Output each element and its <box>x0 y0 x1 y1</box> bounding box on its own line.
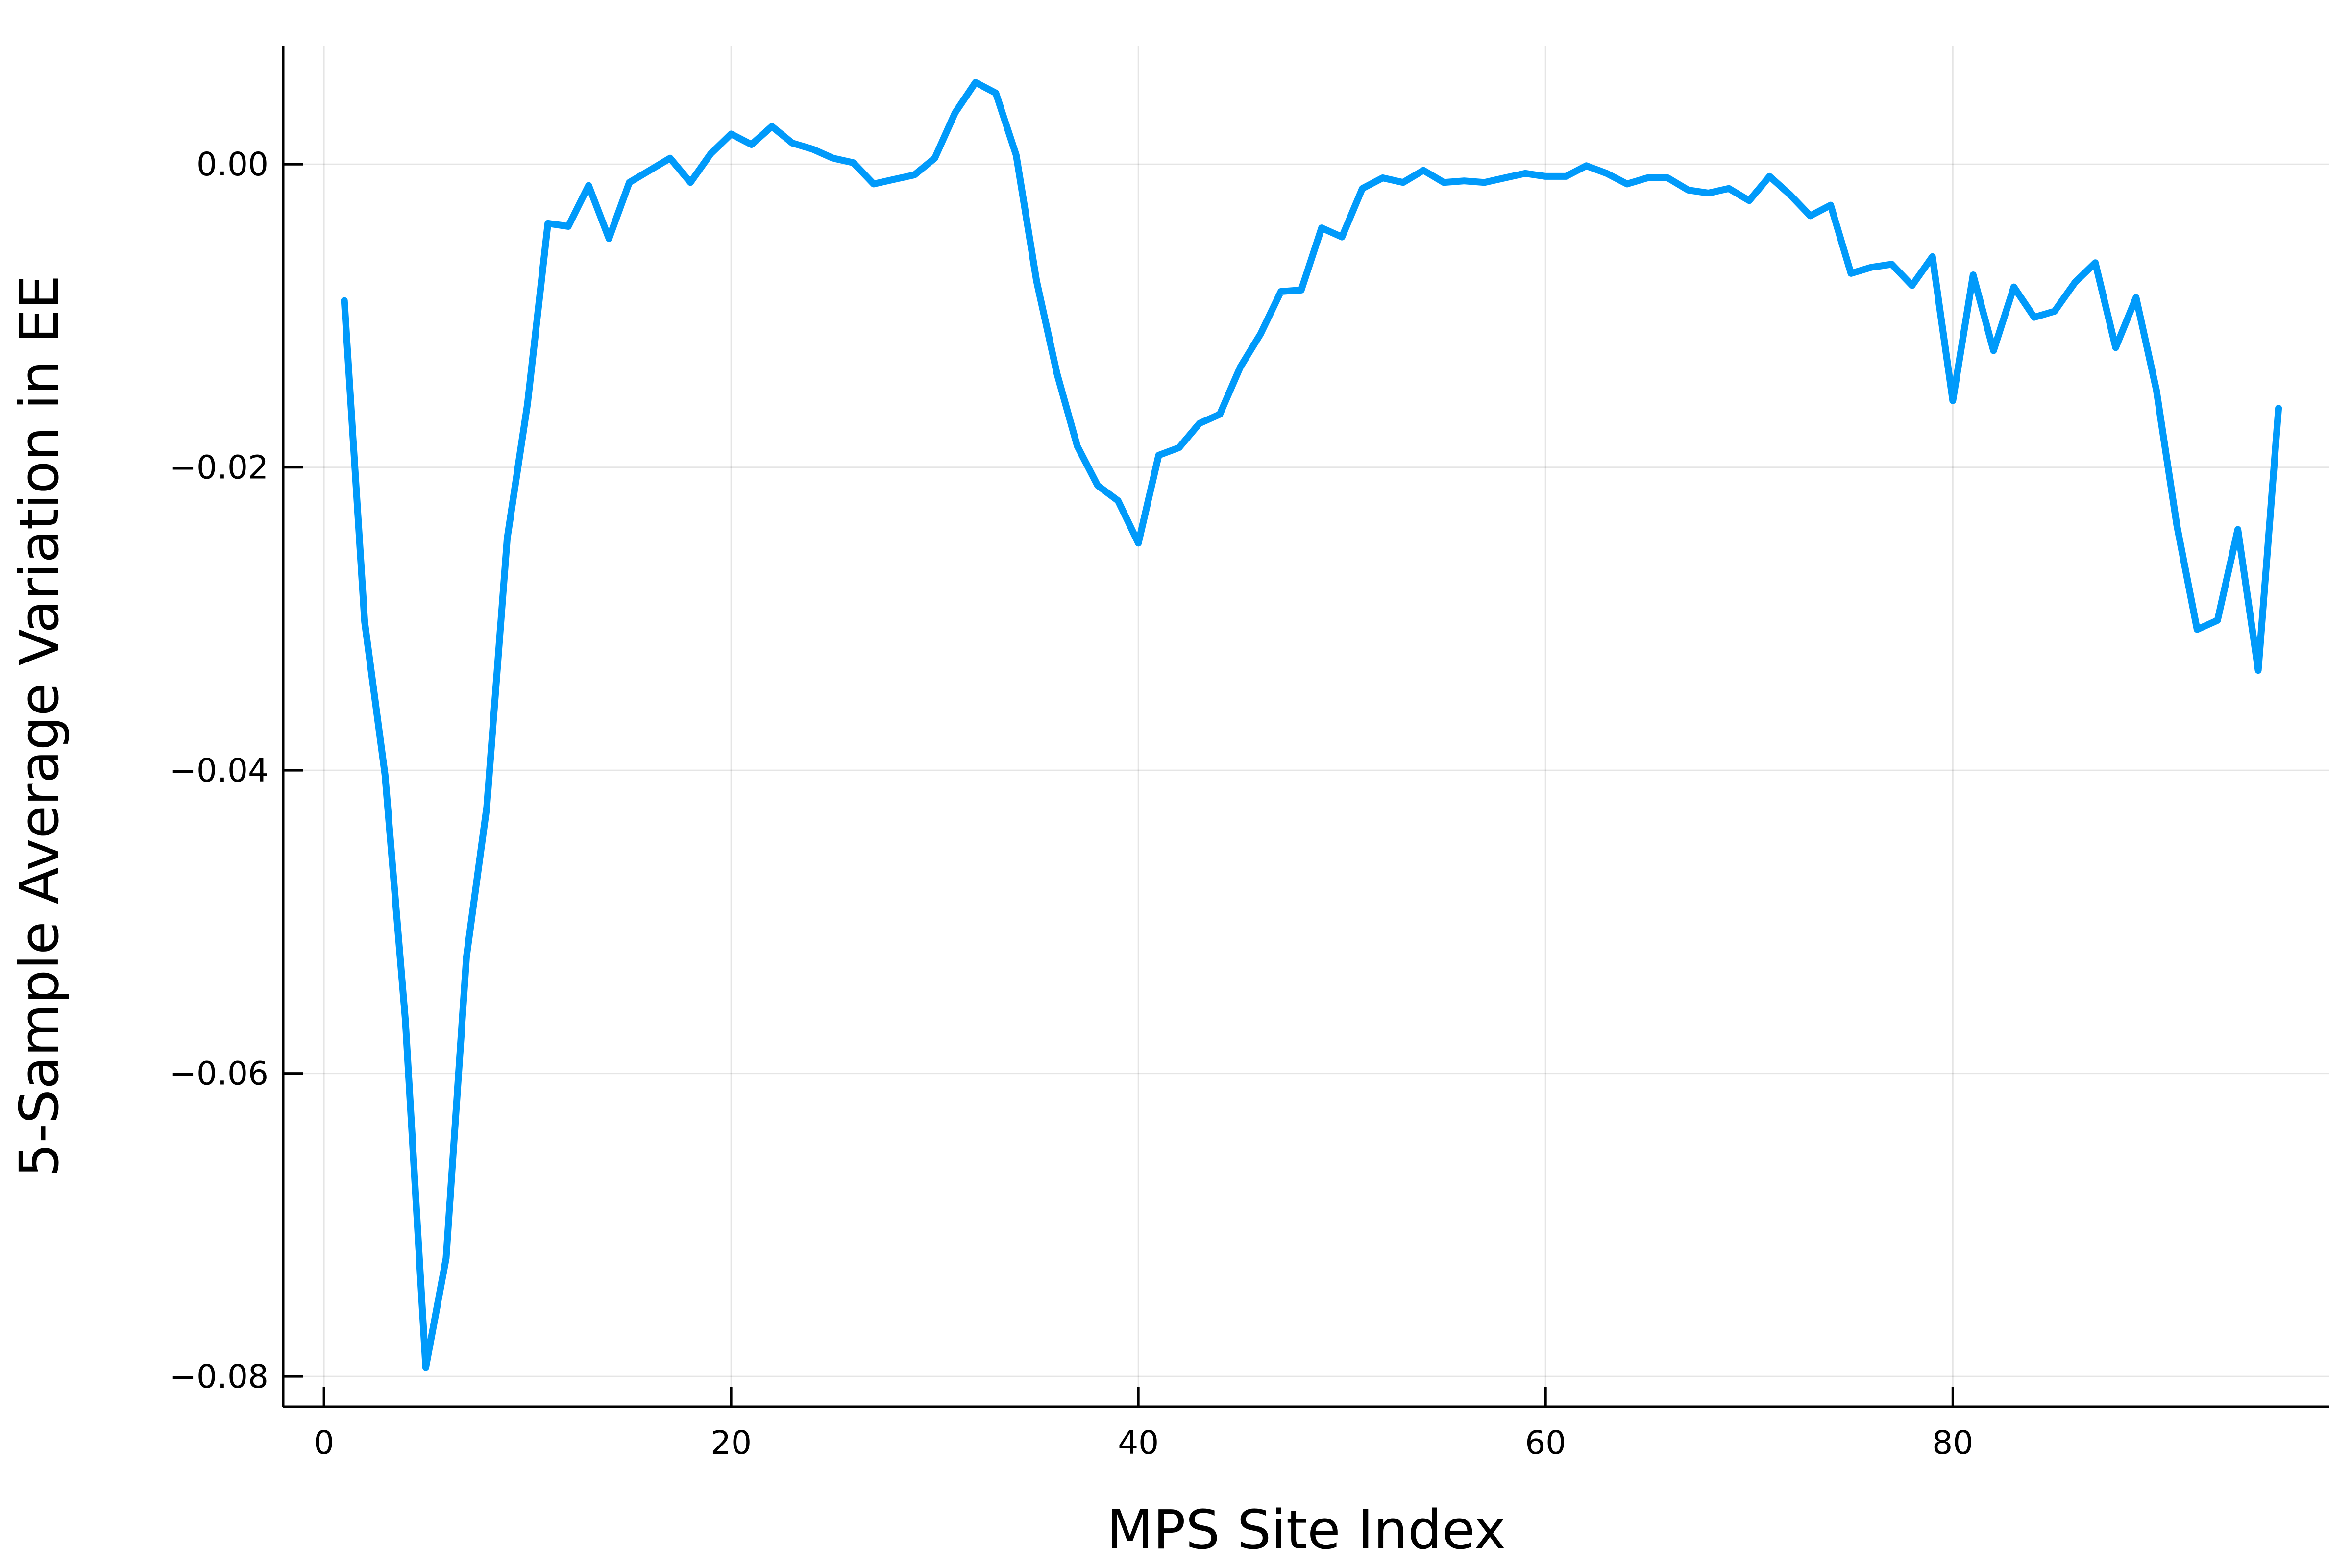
x-gridlines <box>323 46 1954 1407</box>
y-tick-label: −0.08 <box>170 1358 269 1396</box>
x-tick-label: 40 <box>1118 1424 1159 1462</box>
y-tick-label: 0.00 <box>196 146 269 183</box>
x-axis-title: MPS Site Index <box>1106 1498 1506 1561</box>
y-tick-label: −0.04 <box>170 752 269 789</box>
y-gridlines <box>283 163 2329 1377</box>
x-tick-label: 80 <box>1932 1424 1973 1462</box>
series-group <box>341 79 2282 1371</box>
y-ticks: 0.00 −0.02 −0.04 −0.06 −0.08 <box>170 146 303 1396</box>
x-tick-label: 20 <box>710 1424 752 1462</box>
y-tick-label: −0.02 <box>170 449 269 487</box>
y-tick-label: −0.06 <box>170 1055 269 1093</box>
x-ticks: 0 20 40 60 80 <box>314 1387 1973 1462</box>
series-line <box>341 79 2282 1371</box>
y-axis-title: 5-Sample Average Variation in EE <box>8 275 71 1177</box>
x-tick-label: 60 <box>1525 1424 1566 1462</box>
x-tick-label: 0 <box>314 1424 334 1462</box>
